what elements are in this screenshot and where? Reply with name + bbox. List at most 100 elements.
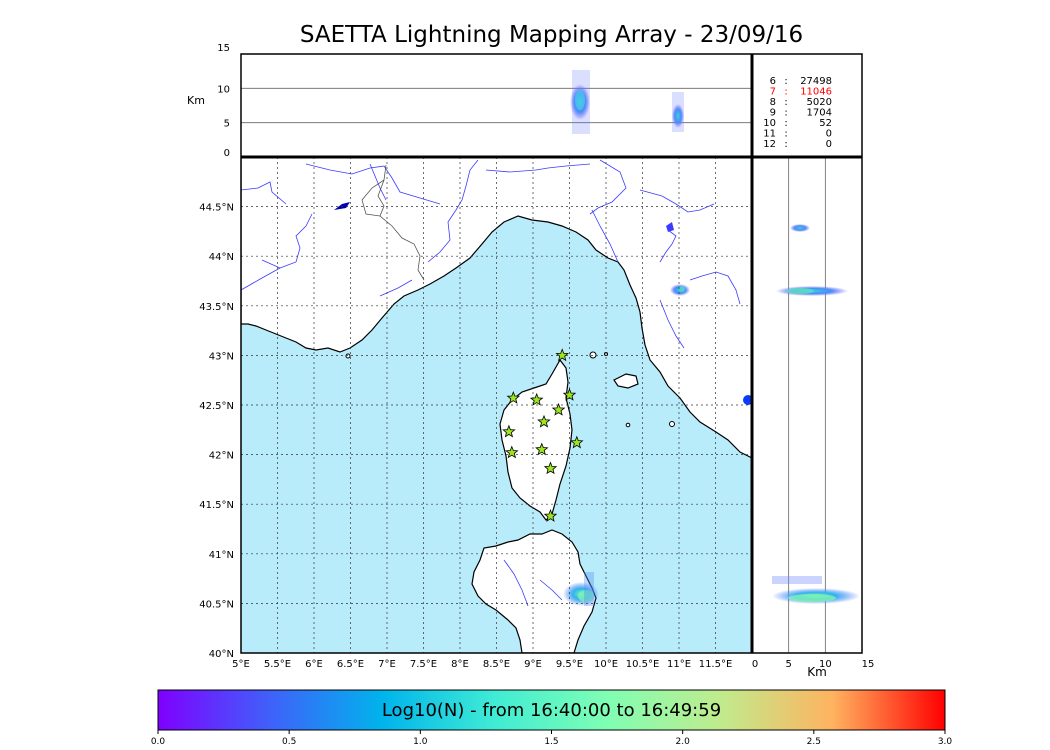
side-panel: 0 5 10 15 Km xyxy=(752,157,875,679)
station-star xyxy=(543,461,558,475)
lon-tick-label: 8.5°E xyxy=(483,659,510,670)
colorbar-tick-label: 0.5 xyxy=(282,737,296,747)
station-star xyxy=(570,435,584,449)
longitude-tick-labels: 5°E 5.5°E 6°E 6.5°E 7°E 7.5°E 8°E 8.5°E 9°E 9.5°E… xyxy=(232,659,732,670)
station-star xyxy=(551,402,566,416)
station-star xyxy=(529,392,544,406)
altitude-axis-label: Km xyxy=(187,94,205,107)
altitude-tick-label: 10 xyxy=(217,84,230,95)
count-row: 12: 0 xyxy=(763,139,832,150)
lon-tick-label: 6°E xyxy=(305,659,323,670)
lon-tick-label: 8°E xyxy=(451,659,469,670)
count-separator: : xyxy=(784,97,787,108)
altitude-reference-lines xyxy=(241,87,752,124)
count-separator: : xyxy=(784,76,787,87)
mainland-land xyxy=(241,157,752,459)
map-lightning-sardinia xyxy=(563,572,599,606)
colorbar-ticks: 0.0 0.5 1.0 1.5 2.0 2.5 3.0 xyxy=(151,730,953,747)
count-value: 52 xyxy=(819,118,832,129)
pianosa-island xyxy=(625,422,631,428)
lat-tick-label: 41°N xyxy=(209,550,234,561)
sardinia-land xyxy=(471,529,597,653)
map-lightning-tuscany xyxy=(670,284,690,296)
count-label: 12 xyxy=(763,139,776,150)
map-lightning-speck xyxy=(743,395,752,405)
count-separator: : xyxy=(784,129,787,140)
chart-title: SAETTA Lightning Mapping Array - 23/09/1… xyxy=(299,22,804,48)
station-star xyxy=(543,508,558,522)
count-label: 10 xyxy=(763,118,776,129)
station-star xyxy=(537,414,551,428)
lat-tick-label: 41.5°N xyxy=(199,500,234,511)
count-separator: : xyxy=(784,108,787,119)
count-row: 8: 5020 xyxy=(770,97,832,108)
count-row: 7: 11046 xyxy=(770,87,832,98)
station-star xyxy=(535,442,549,456)
rivers xyxy=(241,159,741,607)
latitude-tick-labels: 40°N 40.5°N 41°N 41.5°N 42°N 42.5°N 43°N 43.5°N… xyxy=(199,203,234,660)
lon-tick-label: 5.5°E xyxy=(264,659,291,670)
count-label: 6 xyxy=(770,76,776,87)
count-value: 5020 xyxy=(807,97,832,108)
count-label: 9 xyxy=(770,108,776,119)
altitude-panel: Km 0 5 10 15 xyxy=(187,43,752,159)
hyeres-island xyxy=(345,353,351,359)
count-label: 7 xyxy=(770,87,776,98)
map-panel xyxy=(241,157,752,653)
lat-tick-label: 40.5°N xyxy=(199,599,234,610)
count-row: 6: 27498 xyxy=(770,76,832,87)
station-star xyxy=(506,390,521,404)
count-value: 0 xyxy=(826,129,832,140)
map-gridlines xyxy=(241,157,752,653)
lon-tick-label: 10°E xyxy=(594,659,618,670)
colorbar-tick-label: 3.0 xyxy=(938,737,953,747)
colorbar-tick-label: 1.0 xyxy=(413,737,428,747)
altitude-lightning xyxy=(570,70,684,134)
count-value: 11046 xyxy=(800,87,832,98)
altitude-tick-label: 15 xyxy=(217,43,230,54)
side-axis-label: Km xyxy=(807,665,827,679)
giglio-island xyxy=(669,421,675,427)
counts-list: 6: 27498 7: 11046 8: 5020 9: 1704 10: 52 11: 0 12: 0 xyxy=(763,76,832,150)
capraia-island xyxy=(589,351,597,359)
lon-tick-label: 5°E xyxy=(232,659,250,670)
side-reference-lines xyxy=(788,157,826,653)
count-row: 9: 1704 xyxy=(770,108,832,119)
count-value: 27498 xyxy=(800,76,832,87)
count-value: 0 xyxy=(826,139,832,150)
side-tick-label: 0 xyxy=(752,659,758,670)
lake-trasimeno xyxy=(666,222,674,232)
lat-tick-label: 43°N xyxy=(209,351,234,362)
lat-tick-label: 44.5°N xyxy=(199,203,234,214)
lat-tick-label: 40°N xyxy=(209,649,234,660)
colorbar-label: Log10(N) - from 16:40:00 to 16:49:59 xyxy=(381,700,722,721)
counts-panel: 6: 27498 7: 11046 8: 5020 9: 1704 10: 52 11: 0 12: 0 xyxy=(752,54,862,157)
lon-tick-label: 7.5°E xyxy=(410,659,437,670)
colorbar-tick-label: 2.5 xyxy=(807,737,821,747)
altitude-tick-label: 5 xyxy=(224,119,230,130)
colorbar xyxy=(157,689,946,731)
lat-tick-label: 42.5°N xyxy=(199,401,234,412)
lon-tick-label: 7°E xyxy=(378,659,396,670)
lon-tick-label: 11.5°E xyxy=(699,659,733,670)
lon-tick-label: 11°E xyxy=(667,659,691,670)
lat-tick-label: 42°N xyxy=(209,451,234,462)
station-star xyxy=(505,445,519,459)
colorbar-tick-label: 2.0 xyxy=(676,737,691,747)
count-separator: : xyxy=(784,118,787,129)
altitude-tick-label: 0 xyxy=(224,148,230,159)
station-star xyxy=(502,424,516,438)
altitude-tick-labels: 0 5 10 15 xyxy=(217,43,230,159)
side-tick-labels: 0 5 10 15 xyxy=(752,659,875,670)
count-row: 11: 0 xyxy=(763,129,832,140)
count-row: 10: 52 xyxy=(763,118,832,129)
panel-frames xyxy=(240,53,863,654)
side-tick-label: 10 xyxy=(819,659,832,670)
lake-leman xyxy=(334,202,350,210)
lon-tick-label: 6.5°E xyxy=(337,659,364,670)
count-separator: : xyxy=(784,87,787,98)
elba-island xyxy=(613,373,639,389)
corsica-land xyxy=(499,358,573,521)
count-separator: : xyxy=(784,139,787,150)
